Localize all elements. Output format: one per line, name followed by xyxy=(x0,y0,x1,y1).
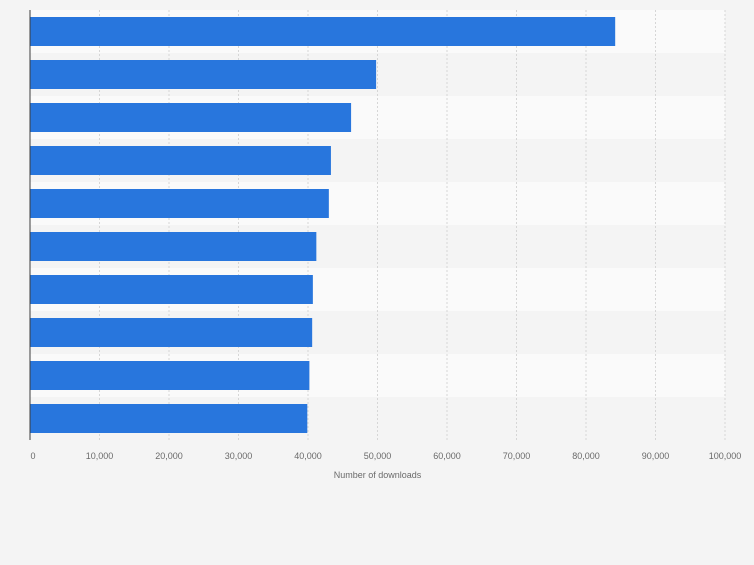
x-tick-label: 90,000 xyxy=(642,451,670,461)
bar[interactable] xyxy=(30,103,352,132)
bar[interactable] xyxy=(30,404,308,433)
x-tick-label: 50,000 xyxy=(364,451,392,461)
x-tick-label: 10,000 xyxy=(86,451,114,461)
x-tick-label: 80,000 xyxy=(572,451,600,461)
bars xyxy=(30,17,616,433)
bar[interactable] xyxy=(30,189,329,218)
x-tick-label: 20,000 xyxy=(155,451,183,461)
x-tick-label: 70,000 xyxy=(503,451,531,461)
bar[interactable] xyxy=(30,60,377,89)
bar[interactable] xyxy=(30,17,616,46)
x-tick-label: 0 xyxy=(30,451,35,461)
x-tick-labels: 0 10,000 20,000 30,000 40,000 50,000 60,000 70,… xyxy=(30,451,741,461)
x-tick-label: 60,000 xyxy=(433,451,461,461)
x-tick-label: 100,000 xyxy=(709,451,742,461)
bar[interactable] xyxy=(30,318,313,347)
x-axis-label: Number of downloads xyxy=(334,470,422,480)
x-tick-label: 30,000 xyxy=(225,451,253,461)
x-tick-label: 40,000 xyxy=(294,451,322,461)
bar[interactable] xyxy=(30,146,331,175)
bar[interactable] xyxy=(30,361,310,390)
bar[interactable] xyxy=(30,275,313,304)
bar[interactable] xyxy=(30,232,317,261)
